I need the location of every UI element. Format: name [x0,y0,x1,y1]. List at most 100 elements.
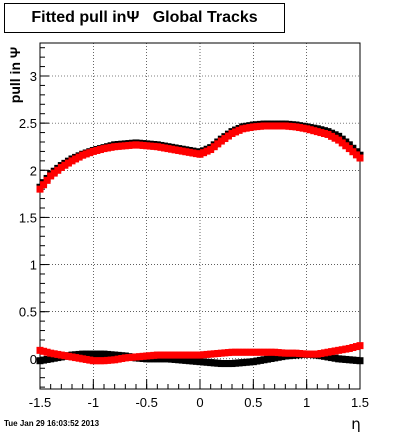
data-point [157,351,165,359]
data-point [72,354,80,362]
data-point [278,349,286,357]
data-point [175,351,183,359]
data-point [249,348,257,356]
data-point [164,351,172,359]
x-axis-tick-labels: -1.5 -1 -0.5 0 0.5 1 1.5 [29,395,369,410]
data-point [57,163,65,171]
grid-lines [39,43,361,389]
x-axis-label: η [351,415,361,433]
data-point [281,349,289,357]
data-point [86,350,94,358]
data-point [114,355,122,363]
data-point [118,355,126,363]
data-point [146,142,154,150]
series-4 [36,342,364,365]
y-tick-label: 0.5 [19,305,37,320]
data-point [239,359,247,367]
data-point [324,130,332,138]
data-point [178,147,186,155]
data-point [274,353,282,361]
data-point [335,132,343,140]
data-point [111,143,119,151]
data-point [328,354,336,362]
data-point [281,122,289,130]
data-point [313,350,321,358]
data-point [264,355,272,363]
data-point [54,166,62,174]
data-point [40,181,48,189]
data-point [342,138,350,146]
data-point [40,356,48,364]
data-point [331,134,339,142]
data-point [189,351,197,359]
data-point [239,125,247,133]
data-point [47,349,55,357]
data-point [82,355,90,363]
y-tick-label: 2.5 [19,116,37,131]
data-point [253,348,261,356]
data-point [196,358,204,366]
data-point [171,355,179,363]
data-point [36,357,44,365]
data-point [242,358,250,366]
data-point [356,154,364,162]
data-point [111,351,119,359]
data-point [61,352,69,360]
data-point [64,159,72,167]
data-point [317,129,325,137]
data-point [107,351,115,359]
data-point [100,145,108,153]
data-point [345,141,353,149]
chart-title-box: Fitted pull inΨ Global Tracks [4,3,285,33]
data-point [306,126,314,134]
x-tick-label: 1 [303,395,310,410]
data-point [288,349,296,357]
data-point [324,348,332,356]
data-point [267,355,275,363]
data-point [224,360,232,368]
data-point [182,148,190,156]
data-point [160,144,168,152]
data-point [118,142,126,150]
data-point [335,136,343,144]
data-point [345,356,353,364]
data-point [136,141,144,149]
data-point [267,348,275,356]
data-point [285,122,293,130]
data-point [89,357,97,365]
data-point [342,355,350,363]
data-point [335,355,343,363]
data-point [171,351,179,359]
data-point [207,146,215,154]
data-point [121,142,129,150]
y-tick-label: 0 [30,352,37,367]
data-point [132,353,140,361]
y-axis-tick-labels: 0 0.5 1 1.5 2 2.5 3 [19,69,37,367]
data-point [317,349,325,357]
data-point [50,169,58,177]
data-point [217,349,225,357]
data-point [221,135,229,143]
data-point [178,356,186,364]
data-point [260,348,268,356]
data-point [224,349,232,357]
data-point [153,143,161,151]
data-point [79,350,87,358]
data-point [43,176,51,184]
data-point [210,143,218,151]
data-point [61,161,69,169]
data-point [185,148,193,156]
data-point [264,122,272,130]
data-point [228,348,236,356]
data-point [75,153,83,161]
data-point [328,132,336,140]
data-point [185,357,193,365]
data-point [235,359,243,367]
data-point [100,350,108,358]
data-point [352,343,360,351]
data-point [114,142,122,150]
data-point [292,349,300,357]
data-point [356,357,364,365]
data-point [160,355,168,363]
data-point [303,125,311,133]
